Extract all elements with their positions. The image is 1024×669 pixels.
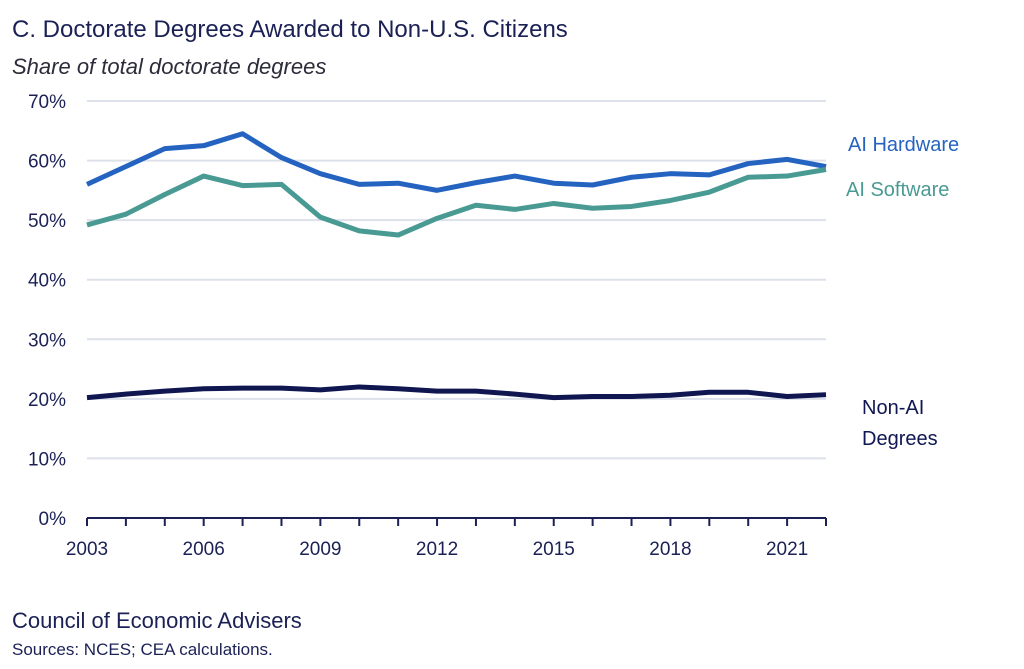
- y-tick-label: 20%: [28, 390, 66, 411]
- y-tick-label: 0%: [39, 509, 67, 530]
- x-tick-label: 2015: [533, 539, 575, 560]
- x-tick-label: 2012: [416, 539, 458, 560]
- chart-subtitle: Share of total doctorate degrees: [12, 54, 327, 79]
- series-line-non-ai-degrees: [86, 384, 827, 401]
- x-tick-label: 2009: [299, 539, 341, 560]
- y-tick-label: 50%: [28, 211, 66, 232]
- legend-label-non-ai-degrees: Degrees: [862, 428, 938, 450]
- legend-label-non-ai-degrees: Non-AI: [862, 397, 924, 419]
- y-tick-label: 10%: [28, 449, 66, 470]
- x-tick-label: 2003: [66, 539, 108, 560]
- y-tick-label: 30%: [28, 330, 66, 351]
- sources-note: Sources: NCES; CEA calculations.: [12, 640, 273, 659]
- organization-credit: Council of Economic Advisers: [12, 608, 302, 633]
- x-tick-label: 2018: [649, 539, 691, 560]
- y-tick-label: 40%: [28, 271, 66, 292]
- x-tick-label: 2021: [766, 539, 808, 560]
- series-line-ai-hardware: [85, 131, 827, 193]
- legend-label-ai-software: AI Software: [846, 179, 949, 201]
- chart-title: C. Doctorate Degrees Awarded to Non-U.S.…: [12, 16, 568, 43]
- legend-label-ai-hardware: AI Hardware: [848, 134, 959, 156]
- y-tick-label: 70%: [28, 92, 66, 113]
- y-tick-label: 60%: [28, 152, 66, 173]
- x-tick-label: 2006: [183, 539, 225, 560]
- series-line-ai-software: [86, 167, 827, 238]
